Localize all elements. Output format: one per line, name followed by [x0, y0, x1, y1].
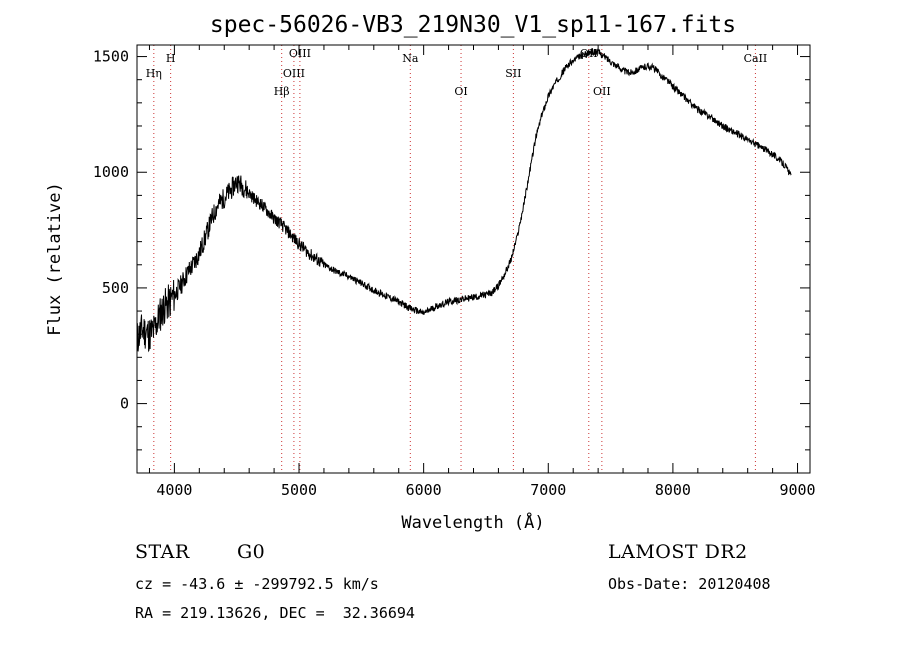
marker-label: SII: [505, 67, 521, 80]
redshift-line: cz = -43.6 ± -299792.5 km/s: [135, 575, 379, 593]
object-subclass: G0: [237, 541, 266, 563]
marker-label: CaII: [744, 52, 768, 65]
y-tick-label: 0: [120, 395, 129, 413]
y-tick-label: 1500: [93, 48, 129, 66]
spectrum-series: [136, 47, 792, 353]
x-axis-label: Wavelength (Å): [401, 511, 544, 533]
y-tick-label: 500: [102, 279, 129, 297]
survey-name: LAMOST DR2: [608, 541, 748, 563]
spectrum-line: [136, 47, 792, 353]
axis-ticks: 4000 5000 6000 7000 8000 9000 0 500 1000 1500: [93, 45, 816, 499]
marker-label: OII: [593, 85, 611, 98]
x-tick-label: 7000: [530, 481, 566, 499]
plot-frame: [136, 44, 811, 474]
marker-label: Na: [402, 52, 419, 65]
y-axis-label: Flux (relative): [45, 182, 65, 336]
marker-label: Hβ: [274, 85, 290, 98]
x-tick-label: 6000: [406, 481, 442, 499]
y-tick-label: 1000: [93, 163, 129, 181]
x-tick-label: 9000: [779, 481, 815, 499]
marker-label: OI: [454, 85, 467, 98]
marker-label: OIII: [283, 67, 305, 80]
marker-label: OIII: [289, 47, 311, 60]
x-tick-label: 4000: [156, 481, 192, 499]
marker-label: H: [166, 52, 176, 65]
marker-label: Hη: [146, 67, 162, 80]
object-class: STAR: [135, 541, 190, 563]
x-tick-label: 8000: [655, 481, 691, 499]
coordinates-line: RA = 219.13626, DEC = 32.36694: [135, 604, 415, 622]
observation-date: Obs-Date: 20120408: [608, 575, 771, 593]
x-tick-label: 5000: [281, 481, 317, 499]
chart-title: spec-56026-VB3_219N30_V1_sp11-167.fits: [210, 12, 736, 38]
